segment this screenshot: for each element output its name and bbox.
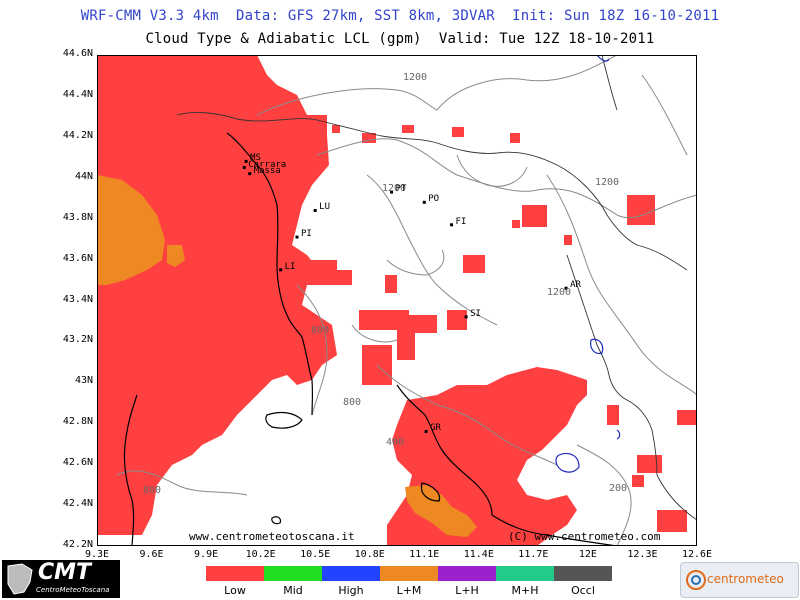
lon-tick-label: 9.6E: [139, 549, 164, 560]
lcl-contours: [116, 55, 697, 546]
lon-tick-label: 11.1E: [409, 549, 440, 560]
cmt-logo-text: CMT: [38, 560, 92, 585]
city-label: LI: [284, 261, 296, 272]
city-marker: [424, 429, 428, 433]
map-frame: [97, 55, 697, 546]
legend-label: Occl: [571, 584, 595, 597]
legend-label: Low: [224, 584, 246, 597]
lat-tick-label: 42.2N: [62, 539, 93, 550]
city-label: Carrara: [248, 159, 287, 170]
watermark-centrometeotoscana: www.centrometeotoscana.it: [189, 530, 355, 543]
lon-tick-label: 12E: [578, 549, 597, 560]
city-label: PO: [428, 194, 440, 205]
lon-tick-label: 9.3E: [84, 549, 110, 560]
watermark-centrometeo: (C) www.centrometeo.com: [508, 530, 661, 543]
city-marker: [313, 208, 317, 212]
cmt-logo-subtext: CentroMeteoToscana: [36, 586, 110, 594]
city-marker: [242, 166, 246, 170]
map-canvas: [97, 55, 697, 546]
legend-swatch: [380, 566, 438, 581]
cmt-logo[interactable]: CMT CentroMeteoToscana: [2, 560, 120, 598]
contour-label: 400: [386, 437, 405, 448]
contour-label: 1200: [382, 183, 407, 194]
legend-label: L+H: [455, 584, 479, 597]
lat-tick-label: 43N: [74, 375, 93, 387]
city-label: AR: [570, 280, 581, 291]
lon-tick-label: 12.6E: [681, 549, 713, 560]
header-line-2: Cloud Type & Adiabatic LCL (gpm) Valid: …: [145, 31, 655, 47]
contour-label: 1200: [547, 287, 572, 298]
city-label: MS: [250, 153, 261, 164]
centrometeo-logo-text: centrometeo: [707, 572, 784, 586]
lon-tick-label: 11.4E: [463, 549, 494, 560]
legend-swatch: [322, 566, 380, 581]
lon-tick-label: 10.2E: [245, 549, 276, 560]
city-label: Massa: [253, 165, 281, 176]
city-label: PT: [395, 184, 407, 195]
city-marker: [295, 235, 299, 239]
header-line-1: WRF-CMM V3.3 4km Data: GFS 27km, SST 8km…: [80, 8, 720, 24]
legend-label: Mid: [283, 584, 303, 597]
lon-tick-label: 9.9E: [194, 549, 219, 560]
lon-tick-label: 10.5E: [300, 549, 331, 560]
lakes: [555, 55, 621, 473]
city-marker: [248, 172, 252, 176]
lon-tick-label: 11.7E: [518, 549, 549, 560]
city-marker: [279, 268, 283, 272]
lon-tick-label: 10.8E: [354, 549, 385, 560]
contour-label: 200: [609, 483, 628, 494]
city-label: SI: [470, 308, 481, 319]
city-label: PI: [301, 229, 312, 240]
city-marker: [244, 159, 248, 163]
centrometeo-logo[interactable]: centrometeo: [680, 562, 799, 598]
tuscany-shape-icon: [7, 563, 33, 595]
lat-tick-label: 43.8N: [62, 211, 93, 223]
cloud-field: [97, 55, 697, 546]
lat-tick-label: 44N: [74, 170, 93, 182]
lat-tick-label: 43.6N: [62, 252, 93, 264]
legend-label: L+M: [396, 584, 422, 597]
city-marker: [450, 223, 454, 227]
lat-tick-label: 43.2N: [62, 334, 93, 346]
contour-label: 800: [343, 397, 362, 408]
legend-swatch: [496, 566, 554, 581]
lat-tick-label: 44.4N: [62, 88, 93, 100]
lat-tick-label: 42.4N: [62, 498, 93, 510]
lat-tick-label: 44.6N: [62, 48, 93, 59]
lat-tick-label: 44.2N: [62, 129, 93, 141]
lat-tick-label: 42.8N: [62, 416, 93, 428]
map-panel: 1200 1200 1200 1200 800 800 400 800 200 …: [97, 55, 697, 546]
contour-label: 1200: [403, 72, 428, 83]
legend-swatch: [554, 566, 612, 581]
city-marker: [464, 315, 468, 319]
legend-label: High: [338, 584, 364, 597]
contour-label: 1200: [595, 177, 620, 188]
city-label: GR: [430, 423, 441, 434]
coastline: [123, 132, 618, 546]
legend-swatch: [206, 566, 264, 581]
contour-label: 800: [311, 325, 330, 336]
lat-tick-label: 43.4N: [62, 293, 93, 305]
city-marker: [564, 286, 568, 290]
city-label: FI: [455, 216, 467, 227]
legend-label: M+H: [511, 584, 539, 597]
lon-tick-label: 12.3E: [627, 549, 658, 560]
lat-tick-label: 42.6N: [62, 457, 93, 469]
legend-swatch: [438, 566, 496, 581]
city-marker: [390, 190, 394, 194]
city-label: LU: [319, 202, 331, 213]
contour-label: 800: [143, 485, 162, 496]
city-marker: [422, 200, 426, 204]
legend-swatch: [264, 566, 322, 581]
swirl-icon: [686, 570, 706, 590]
